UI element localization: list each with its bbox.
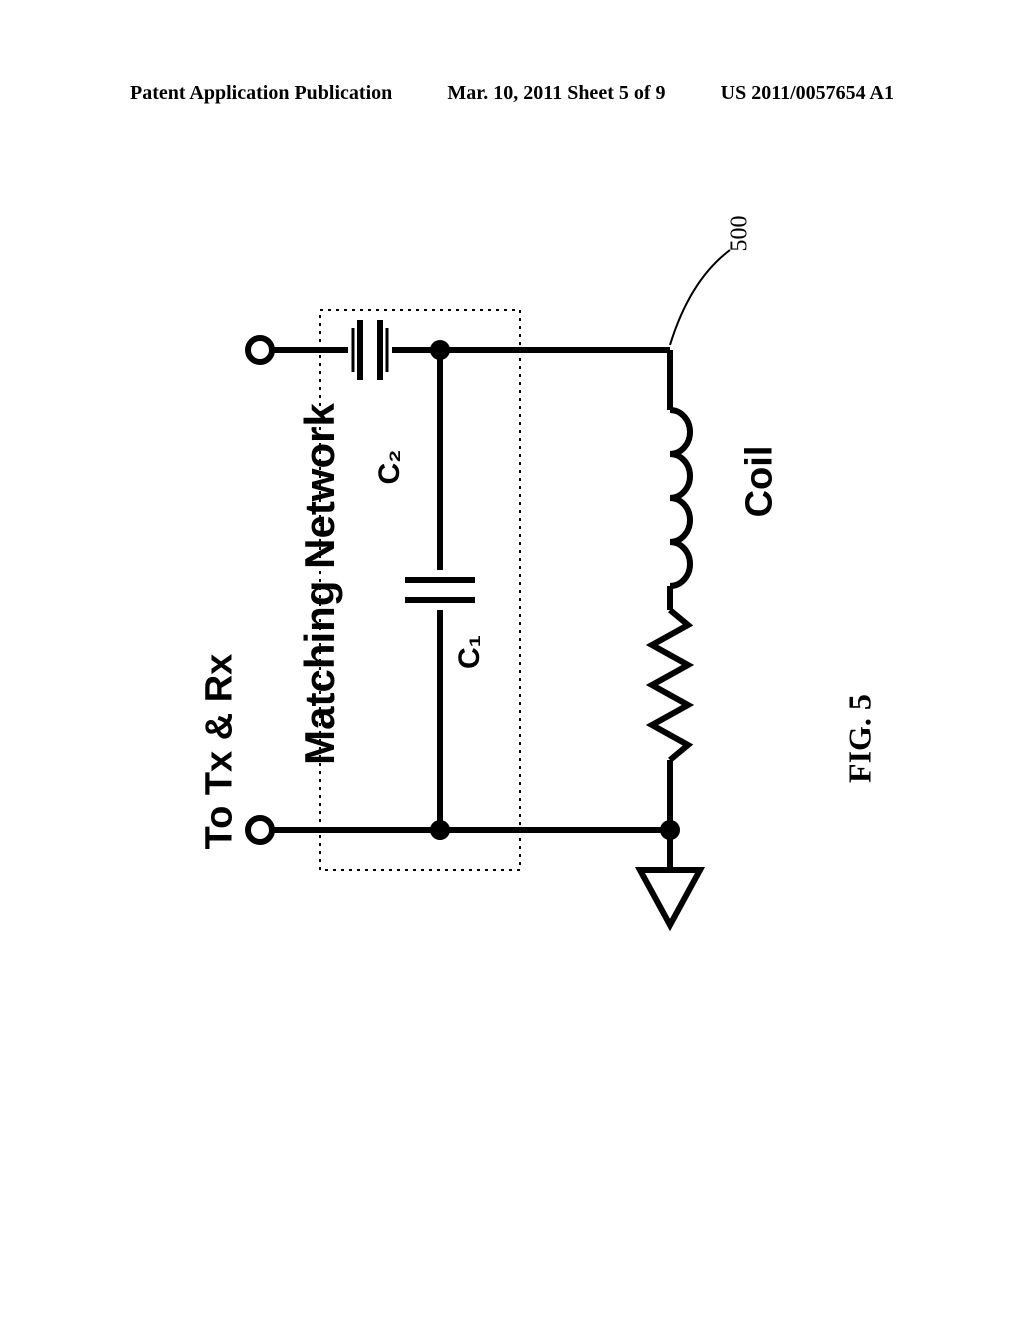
header-right: US 2011/0057654 A1 [721, 82, 894, 105]
c2-gap-mask [348, 340, 392, 360]
circuit-svg [170, 190, 810, 1070]
port-terminal-top [248, 338, 272, 362]
resistor-icon [652, 610, 688, 760]
node-c1-bottom [430, 820, 450, 840]
refnum-leader [670, 250, 730, 345]
inductor-icon [670, 410, 690, 586]
matching-network-box [320, 310, 520, 870]
ground-icon [640, 870, 700, 925]
port-terminal-bottom [248, 818, 272, 842]
header-center: Mar. 10, 2011 Sheet 5 of 9 [447, 82, 665, 105]
matching-network-title: Matching Network [296, 374, 344, 794]
c1-label: C₁ [453, 622, 487, 682]
coil-label: Coil [739, 422, 782, 542]
c2-label: C₂ [373, 437, 407, 497]
header-left: Patent Application Publication [130, 82, 392, 105]
figure-caption: FIG. 5 [842, 679, 879, 799]
circuit-figure: Matching Network Coil To Tx & Rx C₂ C₁ 5… [170, 190, 810, 1070]
ref-num: 500 [727, 204, 754, 264]
port-label: To Tx & Rx [199, 622, 242, 882]
